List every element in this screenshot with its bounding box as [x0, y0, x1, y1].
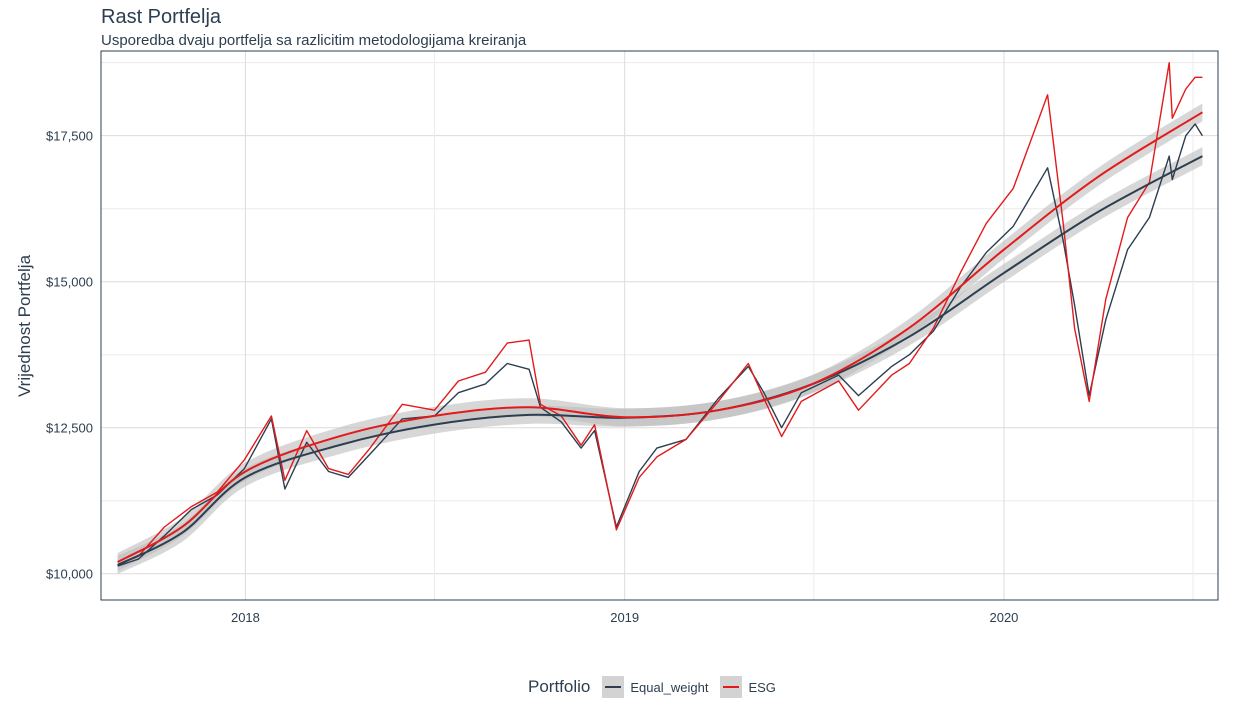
series-lines [117, 62, 1203, 567]
trend-line-esg [117, 111, 1203, 563]
y-tick-label: $17,500 [46, 129, 93, 144]
y-axis-title: Vrijednost Portfelja [15, 254, 34, 397]
legend-item-esg: ESG [720, 676, 776, 698]
y-tick-label: $15,000 [46, 275, 93, 290]
legend-label-equal-weight: Equal_weight [630, 679, 709, 695]
grid-lines [101, 51, 1218, 600]
x-tick-label: 2019 [610, 610, 639, 625]
series-line-esg [117, 62, 1203, 566]
legend-item-equal-weight: Equal_weight [602, 676, 708, 698]
chart-subtitle: Usporedba dvaju portfelja sa razlicitim … [101, 32, 527, 49]
trend-confidence-bands [117, 103, 1203, 574]
series-line-equal-weight [117, 123, 1203, 567]
y-axis-ticks: $10,000 $12,500 $15,000 $17,500 [46, 129, 93, 582]
y-tick-label: $10,000 [46, 567, 93, 582]
chart-title: Rast Portfelja [101, 6, 222, 28]
legend-title: Portfolio [528, 677, 591, 696]
x-tick-label: 2020 [989, 610, 1018, 625]
trend-band-equal-weight [117, 147, 1203, 574]
legend-key-equal-weight [602, 676, 625, 698]
legend: Portfolio Equal_weight ESG [528, 676, 782, 698]
y-tick-label: $12,500 [46, 421, 93, 436]
panel-border [100, 50, 1219, 601]
x-axis-ticks: 2018 2019 2020 [231, 610, 1018, 625]
legend-key-esg [720, 676, 743, 698]
legend-label-esg: ESG [748, 679, 776, 695]
x-tick-label: 2018 [231, 610, 260, 625]
